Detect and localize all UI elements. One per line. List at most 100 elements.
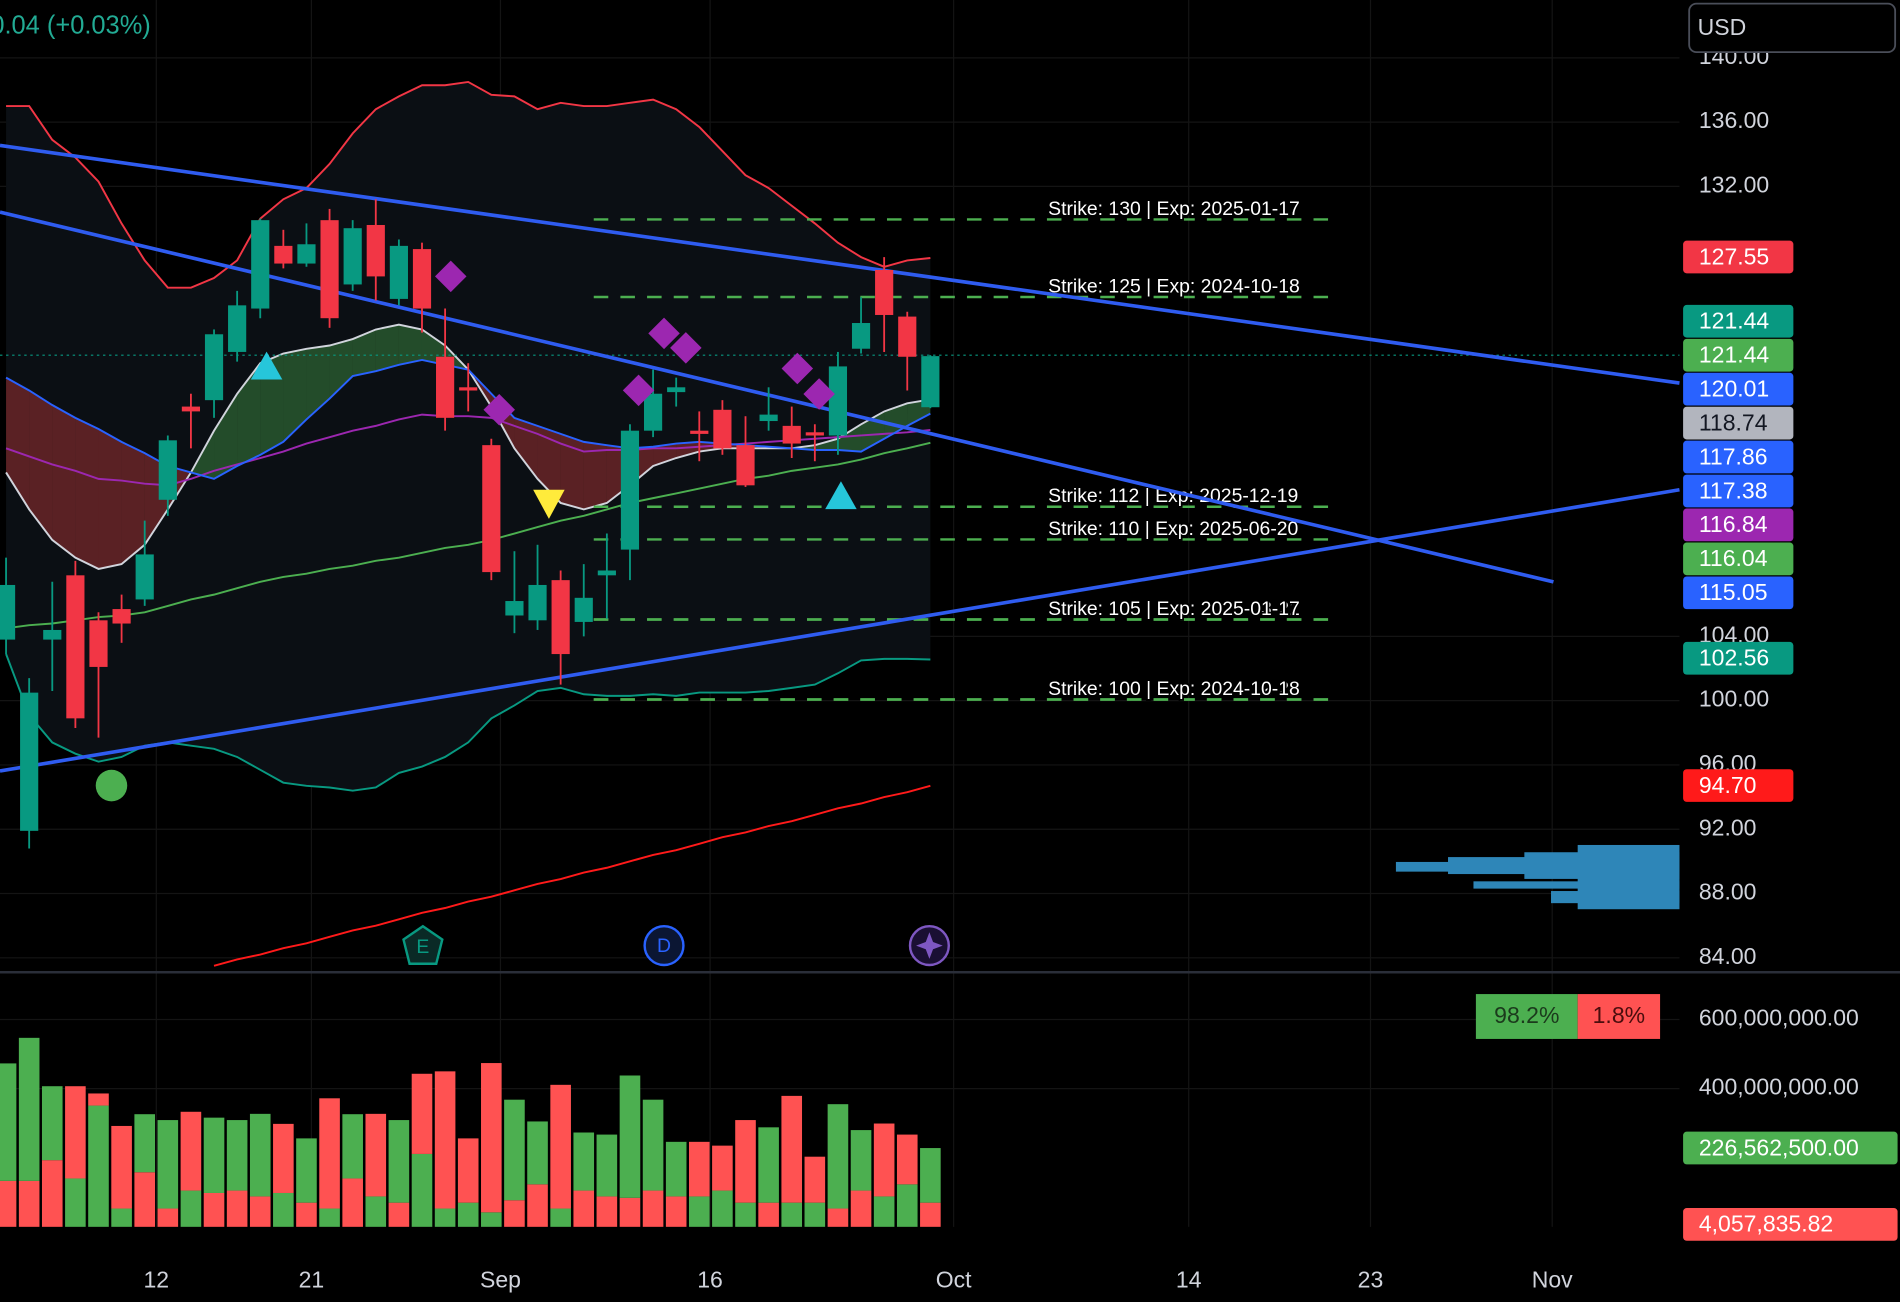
ribbon-fill <box>676 441 700 459</box>
candle-body <box>574 597 593 622</box>
volume-bar <box>342 1178 363 1227</box>
ribbon-fill <box>837 424 862 452</box>
volume-bar <box>388 1202 410 1227</box>
candle-body <box>297 244 316 264</box>
candle-body <box>181 406 201 412</box>
volume-bar <box>827 1104 849 1209</box>
candle-body <box>320 220 339 319</box>
ribbon-fill <box>121 441 145 565</box>
ribbon-fill <box>52 404 76 558</box>
candle-body <box>389 245 408 299</box>
volume-bar <box>758 1202 779 1227</box>
x-tick-label: 23 <box>1358 1266 1384 1292</box>
price-labels: 127.55 121.44 121.44 120.01 118.74 117.86 117.… <box>1475 240 1898 1241</box>
volume-bar <box>134 1114 156 1173</box>
volume-bar <box>619 1197 641 1227</box>
ribbon-fill <box>6 377 30 510</box>
volume-bar <box>873 1196 895 1227</box>
candle-body <box>343 228 362 285</box>
y-tick-label: 100.00 <box>1699 686 1769 712</box>
strike-label: Strike: 100 | Exp: 2024-10-18 <box>1048 678 1300 700</box>
volume-bar <box>850 1190 872 1227</box>
volume <box>0 1037 941 1227</box>
volume-bar <box>319 1098 340 1209</box>
volume-bar <box>18 1037 40 1181</box>
profile-bar <box>1551 891 1680 904</box>
indicator-line <box>6 80 931 289</box>
diamond <box>781 352 814 385</box>
ribbon-fill <box>398 324 422 365</box>
dividend-icon[interactable] <box>643 924 685 967</box>
ribbon-fill <box>814 438 838 450</box>
volume-bar <box>642 1099 664 1191</box>
candle-body <box>875 269 894 315</box>
candle-body <box>366 224 385 277</box>
candle-body <box>135 554 154 600</box>
volume-bar <box>573 1132 595 1191</box>
earnings-label: E <box>416 936 429 958</box>
candle-body <box>20 692 39 831</box>
x-tick-label: 12 <box>144 1266 170 1292</box>
price-label-box <box>1683 576 1794 610</box>
trendline <box>0 487 1680 773</box>
volume-bar <box>504 1200 525 1227</box>
sell-ratio: 1.8% <box>1593 1002 1645 1028</box>
candle-body <box>851 323 871 349</box>
volume-bar <box>226 1120 248 1191</box>
price-label-box <box>1683 542 1794 576</box>
volume-bar <box>0 1063 17 1181</box>
strike-label: Strike: 130 | Exp: 2025-01-17 <box>1048 198 1300 220</box>
volume-bar <box>203 1192 225 1227</box>
candle-body <box>782 425 801 444</box>
x-tick-label: 16 <box>697 1266 723 1292</box>
candle-body <box>528 584 547 621</box>
earnings-icon[interactable] <box>402 924 444 965</box>
star-icon <box>916 932 943 959</box>
sell-ratio-box <box>1577 994 1661 1039</box>
price-label: 117.38 <box>1699 477 1768 503</box>
band-fill <box>6 81 931 791</box>
currency-label: USD <box>1698 14 1747 40</box>
volume-bar <box>527 1184 548 1227</box>
volume-bar <box>457 1202 479 1227</box>
strike-label: Strike: 125 | Exp: 2024-10-18 <box>1048 275 1300 297</box>
volume-bar <box>873 1123 895 1197</box>
currency-select[interactable] <box>1688 2 1897 54</box>
volume-bar <box>712 1190 733 1227</box>
candle-body <box>459 387 478 391</box>
volume-bar <box>596 1196 618 1227</box>
price-label-box <box>1683 440 1794 474</box>
x-tick-label: Oct <box>936 1266 972 1292</box>
volume-bar <box>735 1120 756 1203</box>
ribbon-fill <box>560 433 584 510</box>
volume-label: 4,057,835.82 <box>1699 1211 1833 1237</box>
x-tick-label: Nov <box>1532 1266 1573 1292</box>
volume-bar <box>296 1138 317 1203</box>
buy-ratio: 98.2% <box>1494 1002 1559 1028</box>
price-label: 117.86 <box>1699 443 1768 469</box>
volume-bar <box>804 1202 826 1227</box>
ribbon-fill <box>375 324 399 372</box>
ribbon-fill <box>352 329 376 377</box>
volume-bar <box>550 1084 571 1209</box>
volume-bar <box>920 1202 941 1227</box>
candle-body <box>251 220 270 309</box>
price-label: 121.44 <box>1699 341 1770 367</box>
price-label-box <box>1683 338 1794 372</box>
volume-bar <box>758 1127 779 1203</box>
diamond <box>622 374 655 407</box>
ribbon-fill <box>29 390 53 540</box>
indicator-line <box>5 441 931 630</box>
candle-body <box>412 249 432 309</box>
ribbon-fill <box>884 403 908 439</box>
volume-bar <box>781 1202 803 1227</box>
volume-bar <box>111 1208 132 1227</box>
candle-body <box>620 430 640 550</box>
volume-bar <box>688 1196 710 1227</box>
volume-bar <box>226 1190 248 1227</box>
ribbon-fill <box>98 429 122 569</box>
y-tick-label: 400,000,000.00 <box>1699 1074 1859 1100</box>
ribbon-fill <box>237 363 261 467</box>
candle-body <box>690 430 709 434</box>
triangle-down <box>533 489 565 519</box>
